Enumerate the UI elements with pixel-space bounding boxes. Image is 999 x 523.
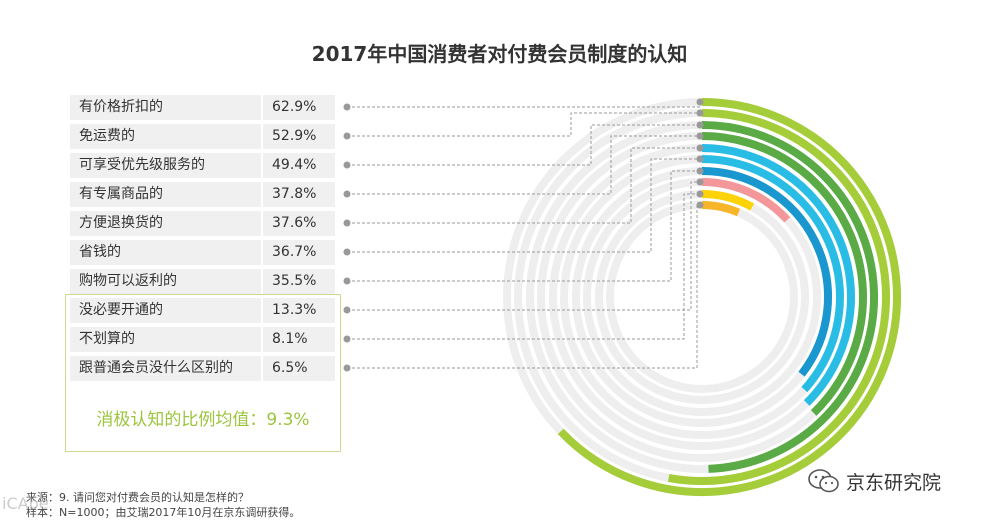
wechat-icon <box>808 469 839 493</box>
ring-dot <box>696 121 704 129</box>
leader-dot <box>343 190 351 198</box>
ring-bar <box>667 109 891 485</box>
value-label: 8.1% <box>263 327 335 352</box>
value-label: 36.7% <box>263 240 335 265</box>
value-label: 37.6% <box>263 211 335 236</box>
leader-line <box>347 158 700 253</box>
ring-dot <box>696 201 704 209</box>
category-label: 免运费的 <box>70 124 261 149</box>
leader-line <box>347 204 700 369</box>
leader-dot <box>343 161 351 169</box>
ring-bar <box>701 178 791 223</box>
value-label: 13.3% <box>263 298 335 323</box>
category-label: 没必要开通的 <box>70 298 261 323</box>
value-label: 52.9% <box>263 124 335 149</box>
ring-dot <box>696 132 704 140</box>
ring-bar <box>701 144 855 406</box>
category-label: 购物可以返利的 <box>70 269 261 294</box>
leader-line <box>347 181 700 311</box>
chart-title: 2017年中国消费者对付费会员制度的认知 <box>311 42 688 66</box>
sample-line: 样本：N=1000；由艾瑞2017年10月在京东调研获得。 <box>26 506 301 519</box>
leader-dot <box>343 364 351 372</box>
leader-line <box>347 193 700 340</box>
ring-bar <box>557 98 901 496</box>
leader-dot <box>343 132 351 140</box>
leader-line <box>347 170 700 282</box>
value-label: 62.9% <box>263 95 335 120</box>
ring-bar <box>701 190 755 211</box>
ring-dot <box>696 144 704 152</box>
category-label: 可享受优先级服务的 <box>70 153 261 178</box>
category-label: 省钱的 <box>70 240 261 265</box>
leader-dot <box>343 277 351 285</box>
ring-track <box>606 201 798 393</box>
negative-average-label: 消极认知的比例均值：9.3% <box>96 410 310 430</box>
source-line: 来源：9. 请问您对付费会员的认知是怎样的？ <box>26 491 249 504</box>
ring-bar <box>701 121 879 473</box>
category-label: 有专属商品的 <box>70 182 261 207</box>
category-label: 有价格折扣的 <box>70 95 261 120</box>
ring-dot <box>696 190 704 198</box>
ring-bar <box>701 132 867 416</box>
brand-logo: 京东研究院 <box>808 467 941 495</box>
leader-dot <box>343 335 351 343</box>
value-label: 37.8% <box>263 182 335 207</box>
source-note: 来源：9. 请问您对付费会员的认知是怎样的？ 样本：N=1000；由艾瑞2017… <box>26 490 300 520</box>
value-label: 35.5% <box>263 269 335 294</box>
leader-line <box>347 147 700 224</box>
category-label: 不划算的 <box>70 327 261 352</box>
category-label: 跟普通会员没什么区别的 <box>70 356 261 381</box>
negative-group-box <box>65 294 341 452</box>
ring-dot <box>696 98 704 106</box>
leader-line <box>347 112 700 137</box>
leader-line <box>347 124 700 166</box>
ring-bar <box>701 155 844 393</box>
leader-dot <box>343 248 351 256</box>
watermark: iCAbe <box>2 494 49 513</box>
ring-dot <box>696 155 704 163</box>
leader-dot <box>343 103 351 111</box>
ring-track <box>595 190 809 404</box>
value-label: 49.4% <box>263 153 335 178</box>
ring-dot <box>696 178 704 186</box>
ring-bar <box>701 167 832 377</box>
ring-bar <box>701 201 741 217</box>
ring-dot <box>696 109 704 117</box>
ring-dot <box>696 167 704 175</box>
value-label: 6.5% <box>263 356 335 381</box>
brand-name: 京东研究院 <box>846 471 942 494</box>
leader-line <box>347 135 700 195</box>
leader-dot <box>343 306 351 314</box>
leader-dot <box>343 219 351 227</box>
category-label: 方便退换货的 <box>70 211 261 236</box>
